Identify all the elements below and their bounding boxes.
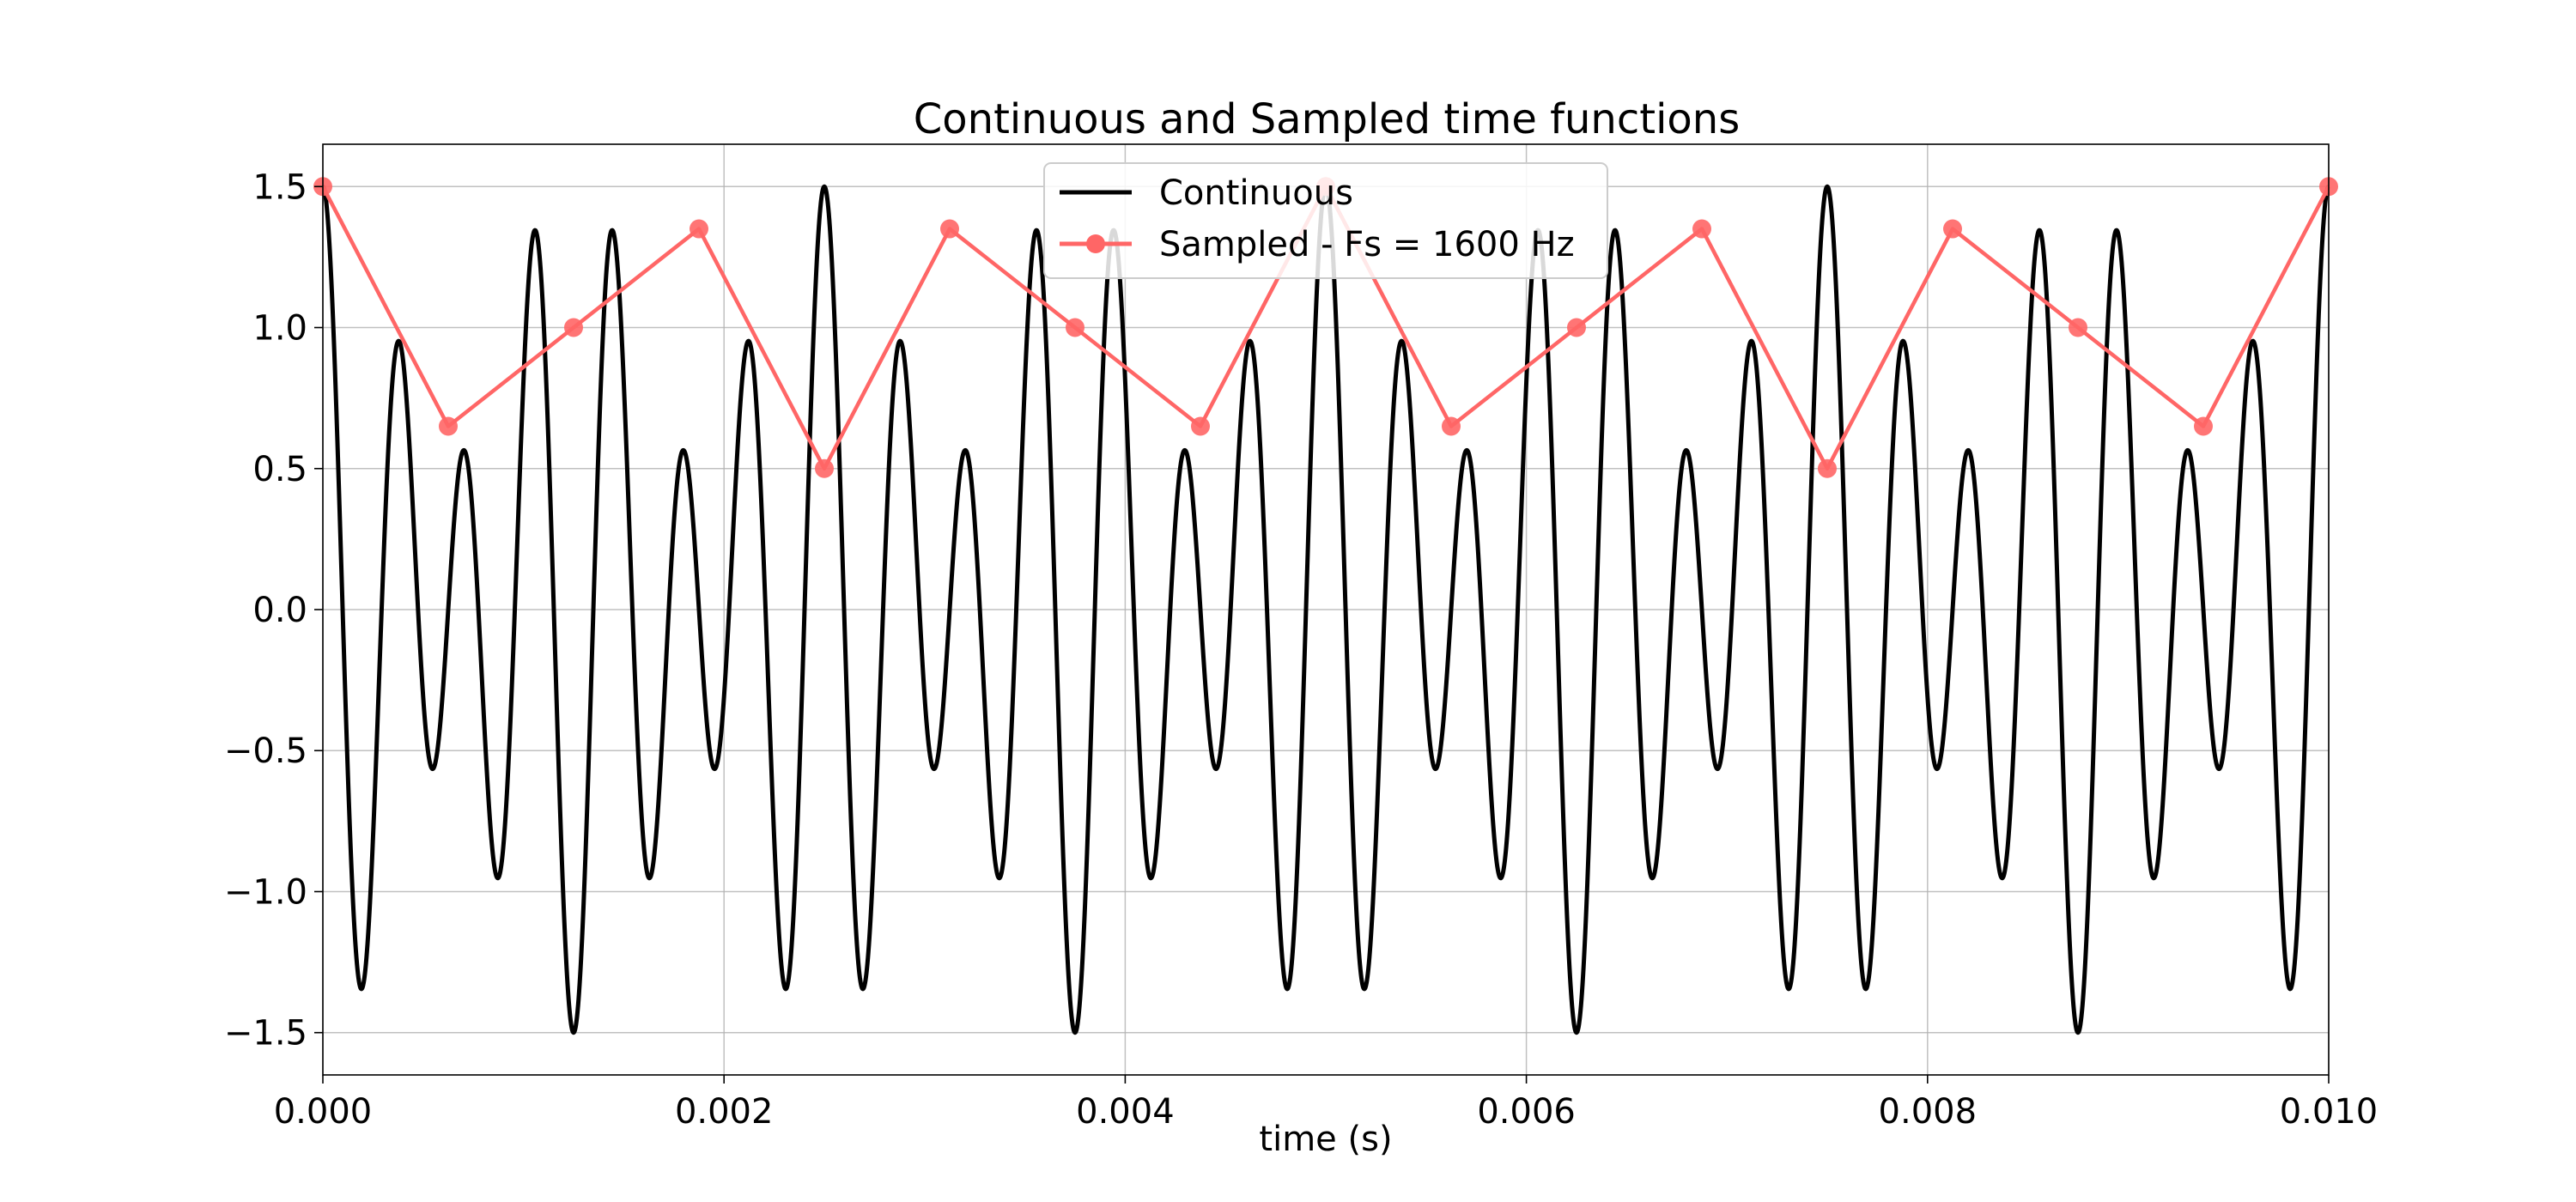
sampled-point xyxy=(2069,318,2087,337)
legend-box xyxy=(1043,162,1608,279)
sampled-point xyxy=(1818,458,1837,478)
x-tick-label: 0.006 xyxy=(1477,1092,1576,1132)
x-tick-label: 0.008 xyxy=(1879,1092,1978,1132)
legend: Continuous Sampled - Fs = 1600 Hz xyxy=(1043,162,1608,279)
y-tick-label: 1.5 xyxy=(252,167,307,207)
sampled-point xyxy=(690,219,708,239)
sampled-point xyxy=(1943,219,1962,239)
grid xyxy=(322,144,2330,1075)
x-axis-label: time (s) xyxy=(1259,1120,1392,1159)
x-tick-label: 0.004 xyxy=(1076,1092,1175,1132)
y-tick-label: −1.5 xyxy=(224,1014,307,1053)
x-tick-label: 0.010 xyxy=(2280,1092,2379,1132)
sampled-point xyxy=(439,416,458,436)
legend-sampled-marker xyxy=(1086,234,1105,253)
sampled-point xyxy=(1066,318,1084,337)
y-tick-label: −0.5 xyxy=(224,732,307,771)
x-tick-label: 0.000 xyxy=(274,1092,373,1132)
legend-sampled-label: Sampled - Fs = 1600 Hz xyxy=(1159,225,1575,264)
sampled-point xyxy=(2194,416,2213,436)
legend-continuous-label: Continuous xyxy=(1159,173,1353,213)
sampled-point xyxy=(940,219,959,239)
sampled-point xyxy=(815,458,834,478)
sampled-point xyxy=(1191,416,1210,436)
chart-title: Continuous and Sampled time functions xyxy=(914,95,1740,143)
axis-ticks: 0.000 0.002 0.004 0.006 0.008 0.010 1.5 1.0 0.5 0… xyxy=(224,167,2378,1132)
sampled-point xyxy=(564,318,583,337)
sampled-point xyxy=(1567,318,1586,337)
y-tick-label: 0.5 xyxy=(252,450,307,489)
y-tick-label: −1.0 xyxy=(224,872,307,912)
y-tick-label: 0.0 xyxy=(252,591,307,630)
sampled-point xyxy=(1692,219,1711,239)
y-tick-label: 1.0 xyxy=(252,309,307,349)
sampled-point xyxy=(1442,416,1461,436)
x-tick-label: 0.002 xyxy=(675,1092,774,1132)
